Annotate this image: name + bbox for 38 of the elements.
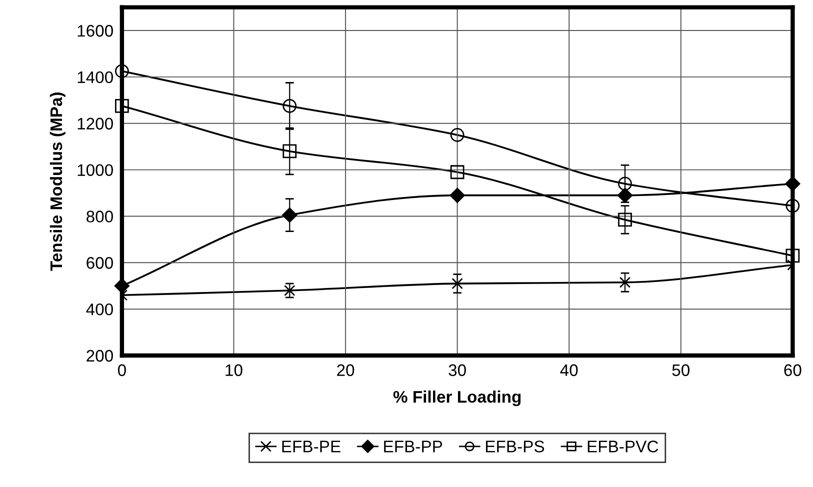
point (282, 99, 297, 113)
point (452, 278, 463, 290)
point (619, 276, 631, 288)
x-tick-label: 20 (337, 364, 354, 376)
x-tick-label: 40 (560, 364, 578, 376)
x-tick-label: 0 (118, 364, 126, 376)
point (282, 144, 297, 158)
legend-label: EFB-PVC (588, 440, 658, 452)
point (450, 188, 465, 203)
y-axis-title: Tensile Modulus (MPa) (50, 92, 66, 271)
point (618, 176, 632, 191)
point (115, 99, 129, 113)
point (786, 198, 800, 213)
legend-label: EFB-PP (384, 440, 442, 452)
point (450, 128, 464, 142)
y-tick-label: 1600 (78, 24, 113, 37)
x-tick-label: 60 (784, 364, 802, 376)
y-tick-label: 400 (86, 303, 113, 316)
point (618, 212, 632, 227)
x-tick-label: 50 (672, 364, 690, 376)
y-tick-label: 1200 (78, 118, 113, 130)
point (785, 176, 800, 192)
legend-label: EFB-PS (486, 440, 544, 452)
legend-label: EFB-PE (282, 440, 340, 452)
point (115, 64, 129, 78)
x-tick-label: 10 (226, 364, 242, 376)
point (786, 248, 800, 263)
point (114, 278, 130, 294)
x-axis-title: % Filler Loading (393, 390, 521, 406)
point (450, 165, 464, 180)
y-tick-label: 600 (86, 257, 113, 269)
y-tick-label: 1400 (78, 71, 113, 84)
y-tick-label: 800 (86, 210, 113, 222)
y-tick-label: 1000 (78, 164, 113, 176)
x-tick-label: 30 (448, 364, 466, 376)
point (617, 188, 633, 203)
point (282, 207, 298, 223)
y-tick-label: 200 (86, 350, 113, 362)
